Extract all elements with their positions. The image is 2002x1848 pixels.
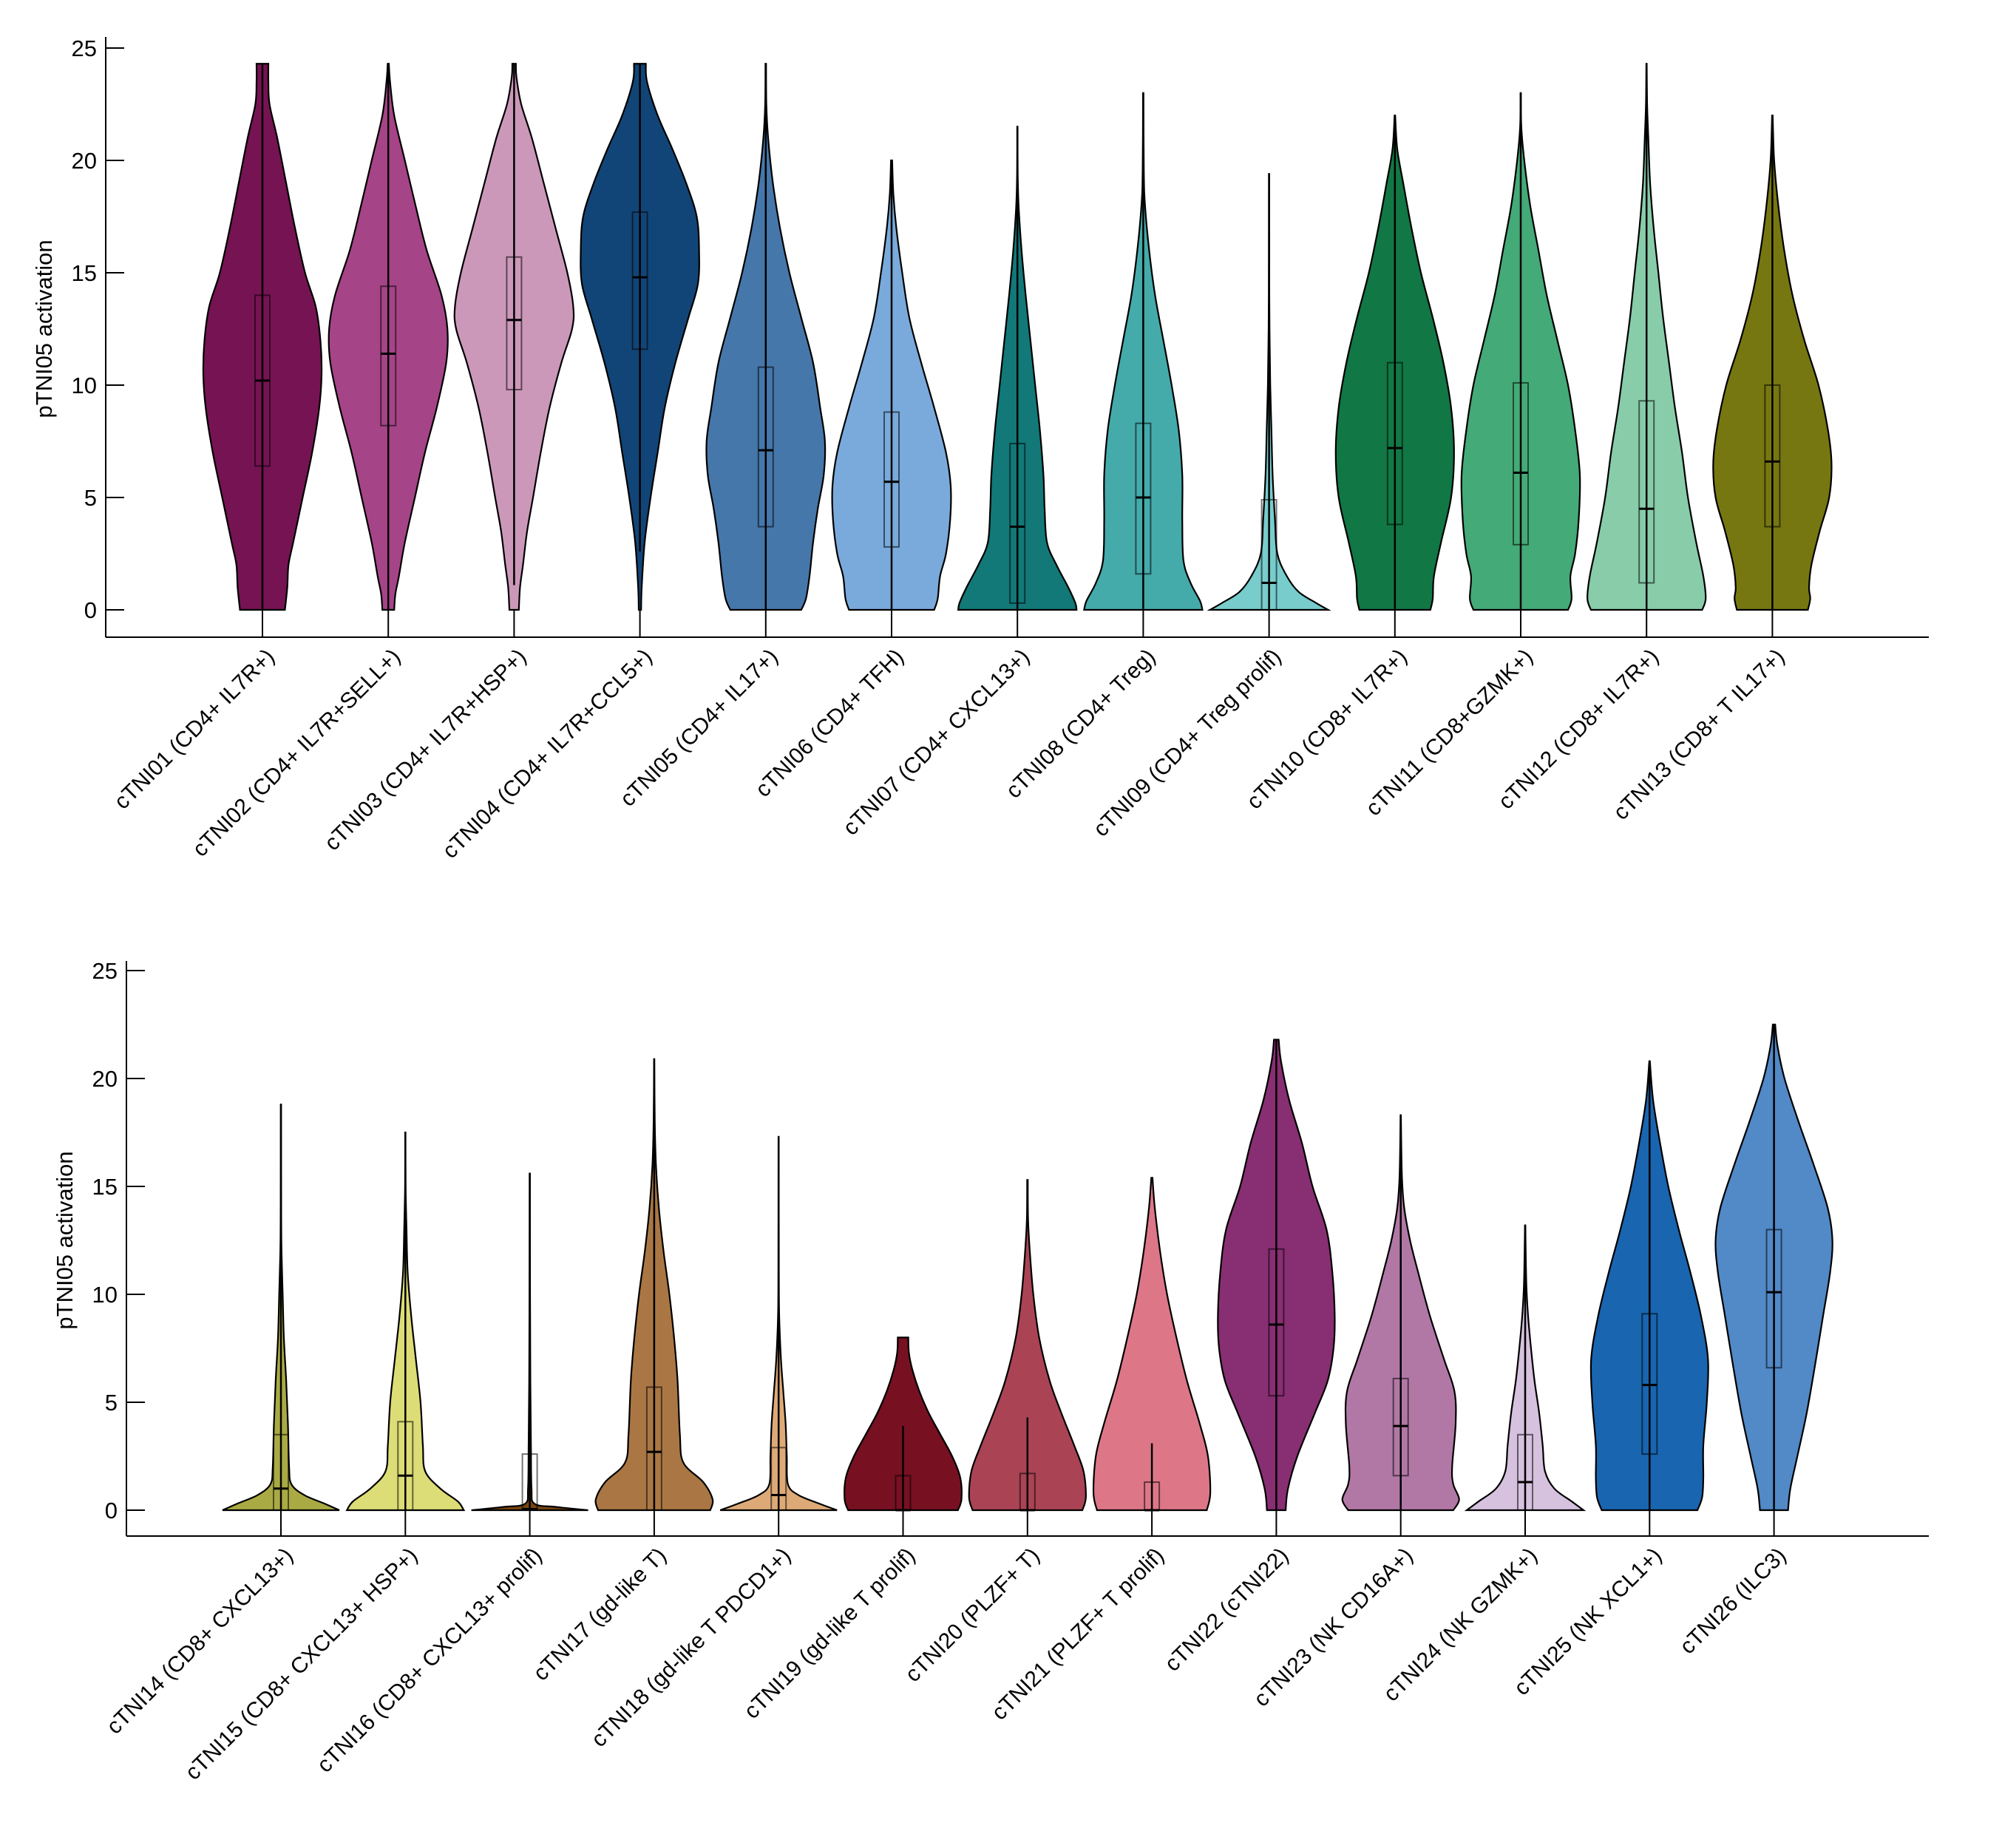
violin-box bbox=[757, 366, 774, 528]
y-axis-title: pTNI05 activation bbox=[31, 240, 57, 418]
violin-8 bbox=[1092, 1177, 1212, 1512]
violin-box bbox=[1638, 400, 1655, 584]
violin-box bbox=[1260, 499, 1277, 611]
y-tick-label: 25 bbox=[92, 958, 118, 984]
y-axis-title: pTNI05 activation bbox=[52, 1151, 78, 1329]
y-tick-label: 25 bbox=[72, 35, 97, 61]
y-tick-label: 10 bbox=[92, 1282, 118, 1308]
violin-9 bbox=[1207, 173, 1331, 611]
violin-5 bbox=[705, 63, 827, 611]
x-tick-label: cTNI03 (CD4+ IL7R+HSP+) bbox=[320, 645, 532, 856]
violin-7 bbox=[957, 126, 1078, 611]
y-tick-label: 15 bbox=[72, 260, 97, 286]
violin-13 bbox=[1714, 1023, 1833, 1512]
violin-8 bbox=[1082, 92, 1204, 611]
y-tick-label: 20 bbox=[92, 1066, 118, 1092]
y-tick-label: 20 bbox=[72, 148, 97, 174]
violin-box bbox=[506, 256, 523, 391]
y-tick-label: 5 bbox=[105, 1390, 118, 1416]
violin-body bbox=[844, 1336, 963, 1512]
x-tick-label: cTNI16 (CD8+ CXCL13+ prolif) bbox=[313, 1543, 547, 1778]
violin-10 bbox=[1341, 1114, 1460, 1512]
violin-box bbox=[1765, 1229, 1782, 1369]
x-tick-label: cTNI26 (ILC3) bbox=[1675, 1543, 1791, 1660]
violin-box bbox=[1513, 381, 1529, 546]
x-tick-label: cTNI17 (gd-like T) bbox=[529, 1543, 671, 1686]
violin-box bbox=[1009, 443, 1026, 604]
violin-12 bbox=[1589, 1060, 1709, 1512]
violin-box bbox=[1764, 384, 1781, 528]
violin-4 bbox=[594, 1058, 714, 1512]
violin-13 bbox=[1712, 115, 1833, 611]
x-tick-label: cTNI18 (gd-like T PDCD1+) bbox=[587, 1543, 796, 1753]
y-tick-label: 10 bbox=[72, 373, 97, 398]
x-tick-label: cTNI20 (PLZF+ T) bbox=[900, 1543, 1044, 1687]
violin-2 bbox=[345, 1131, 466, 1512]
violin-box bbox=[1386, 361, 1403, 526]
x-tick-label: cTNI02 (CD4+ IL7R+SELL+) bbox=[188, 645, 405, 862]
violin-box bbox=[1268, 1248, 1285, 1397]
violin-11 bbox=[1464, 1224, 1587, 1512]
violin-6 bbox=[844, 1336, 963, 1512]
violin-2 bbox=[328, 63, 449, 611]
x-tick-label: cTNI04 (CD4+ IL7R+CCL5+) bbox=[438, 645, 656, 863]
violin-3 bbox=[453, 63, 575, 611]
violin-1 bbox=[222, 1103, 340, 1512]
violin-11 bbox=[1460, 92, 1581, 611]
y-tick-label: 15 bbox=[92, 1174, 118, 1200]
violin-box bbox=[883, 411, 900, 548]
violin-6 bbox=[831, 159, 952, 611]
violin-3 bbox=[471, 1172, 588, 1512]
violin-body bbox=[968, 1179, 1087, 1512]
y-tick-label: 0 bbox=[105, 1498, 118, 1523]
x-tick-label: cTNI15 (CD8+ CXCL13+ HSP+) bbox=[180, 1543, 422, 1785]
y-tick-label: 5 bbox=[84, 485, 97, 511]
violin-5 bbox=[719, 1135, 838, 1512]
violin-box bbox=[380, 285, 397, 427]
violin-body bbox=[1092, 1177, 1212, 1512]
violin-1 bbox=[202, 63, 323, 611]
violin-10 bbox=[1334, 115, 1455, 611]
violin-12 bbox=[1587, 63, 1707, 611]
x-tick-label: cTNI22 (cTNI22) bbox=[1160, 1543, 1293, 1677]
violin-box bbox=[631, 211, 648, 350]
violin-9 bbox=[1217, 1039, 1336, 1512]
violin-box bbox=[1135, 422, 1152, 575]
violin-4 bbox=[580, 63, 700, 611]
violin-7 bbox=[968, 1179, 1087, 1512]
y-tick-label: 0 bbox=[84, 597, 97, 623]
